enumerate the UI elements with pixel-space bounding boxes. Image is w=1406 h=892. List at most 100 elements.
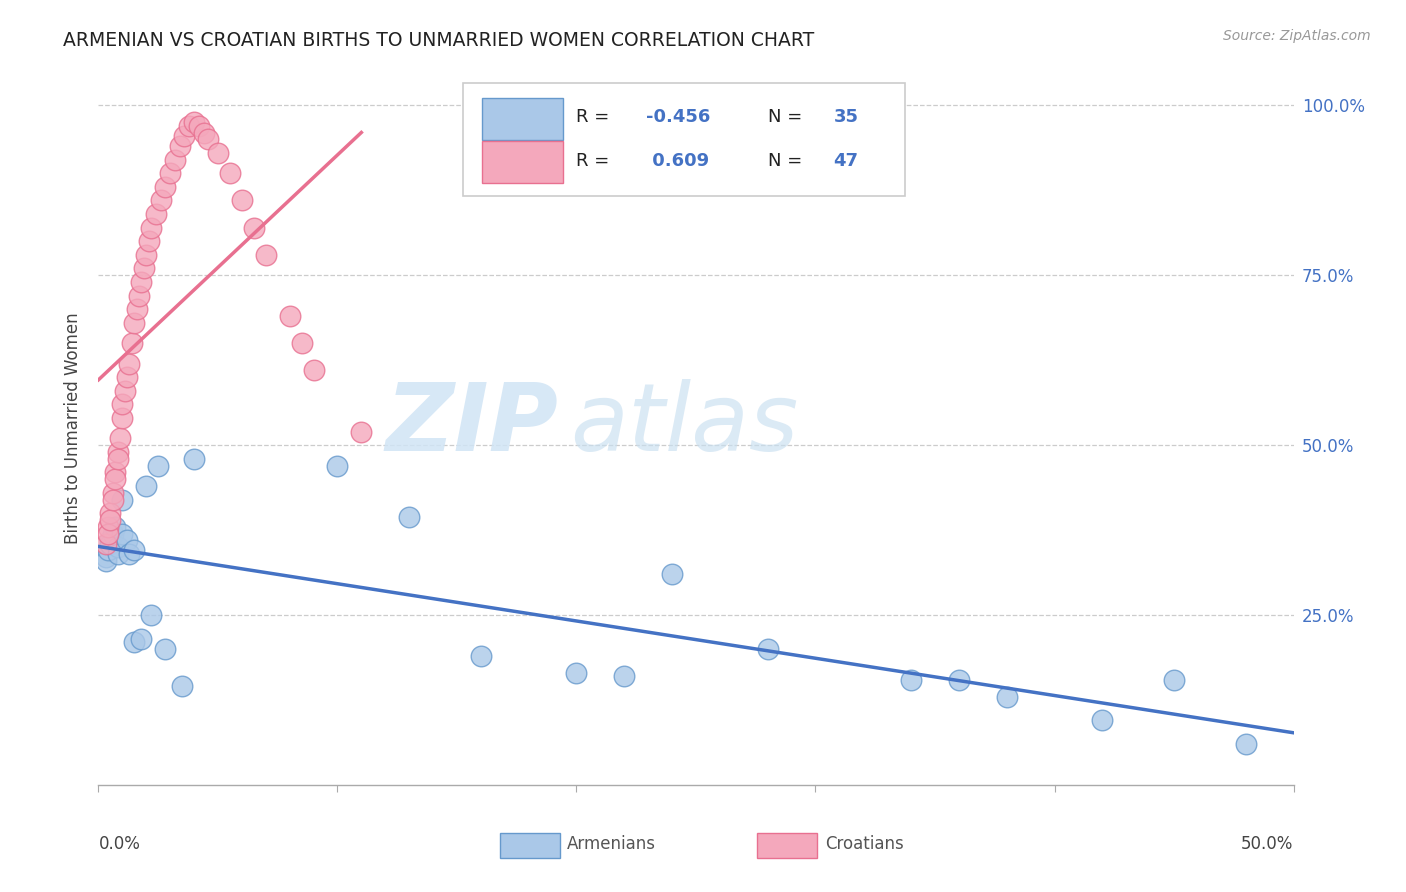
Point [131,275,153,289]
Point [169,139,191,153]
Point [101,526,124,541]
Point [207,145,229,160]
Point [118,357,141,371]
Text: R =: R = [576,108,610,126]
Point [138,234,160,248]
Point [124,543,146,558]
Point [149,194,172,208]
Point [107,547,129,561]
Point [94,550,117,565]
FancyBboxPatch shape [501,833,560,858]
Point [98,533,122,548]
Text: 47: 47 [834,153,859,170]
Text: N =: N = [768,108,801,126]
Point [254,248,277,262]
Point [173,128,195,143]
Point [104,519,127,533]
Point [470,648,492,663]
Text: 35: 35 [834,108,859,126]
Point [350,425,373,439]
Point [98,513,122,527]
Point [948,673,970,687]
Text: 50.0%: 50.0% [1241,835,1294,853]
Point [111,411,134,425]
Point [107,540,129,554]
Point [94,554,117,568]
Point [243,220,266,235]
Text: Armenians: Armenians [567,835,657,853]
Y-axis label: Births to Unmarried Women: Births to Unmarried Women [63,312,82,544]
Point [124,316,146,330]
Point [108,431,131,445]
Point [114,384,136,398]
Point [124,635,146,649]
Point [98,537,122,551]
Point [1234,737,1257,751]
Text: N =: N = [768,153,801,170]
Point [135,479,157,493]
Point [111,492,134,507]
Point [98,506,122,520]
Point [193,126,215,140]
Point [163,153,186,167]
Point [613,669,636,683]
FancyBboxPatch shape [463,84,905,196]
Point [97,526,120,541]
FancyBboxPatch shape [756,833,817,858]
Point [187,119,209,133]
Point [145,207,167,221]
Point [115,533,138,548]
Text: Croatians: Croatians [825,835,904,853]
Text: atlas: atlas [571,379,799,470]
Point [326,458,349,473]
Point [291,336,314,351]
Point [128,288,150,302]
Point [104,472,127,486]
Point [183,115,205,129]
Point [139,608,162,623]
Point [159,166,181,180]
FancyBboxPatch shape [482,141,564,183]
Point [900,673,922,687]
Text: R =: R = [576,153,610,170]
Point [97,543,120,558]
Point [756,642,779,657]
FancyBboxPatch shape [482,98,564,140]
Point [661,567,683,582]
Point [219,166,242,180]
Point [101,485,124,500]
Text: 0.0%: 0.0% [98,835,141,853]
Text: ZIP: ZIP [385,378,558,471]
Text: -0.456: -0.456 [645,108,710,126]
Point [398,509,420,524]
Point [107,445,129,459]
Point [121,336,143,351]
Point [111,397,134,411]
Point [231,194,253,208]
Point [155,180,177,194]
Point [118,547,141,561]
Point [148,458,170,473]
Point [101,492,124,507]
Point [131,632,153,646]
Point [139,220,162,235]
Point [125,302,148,317]
Point [179,119,201,133]
Point [172,680,194,694]
Point [132,261,155,276]
Point [94,537,117,551]
Point [995,690,1018,704]
Point [111,526,134,541]
Point [1091,714,1114,728]
Point [107,451,129,466]
Point [135,248,157,262]
Point [565,665,588,680]
Point [197,132,219,146]
Point [302,363,325,377]
Text: 0.609: 0.609 [645,153,709,170]
Text: ARMENIAN VS CROATIAN BIRTHS TO UNMARRIED WOMEN CORRELATION CHART: ARMENIAN VS CROATIAN BIRTHS TO UNMARRIED… [63,31,814,50]
Point [104,466,127,480]
Point [97,519,120,533]
Point [278,309,301,323]
Point [115,370,138,384]
